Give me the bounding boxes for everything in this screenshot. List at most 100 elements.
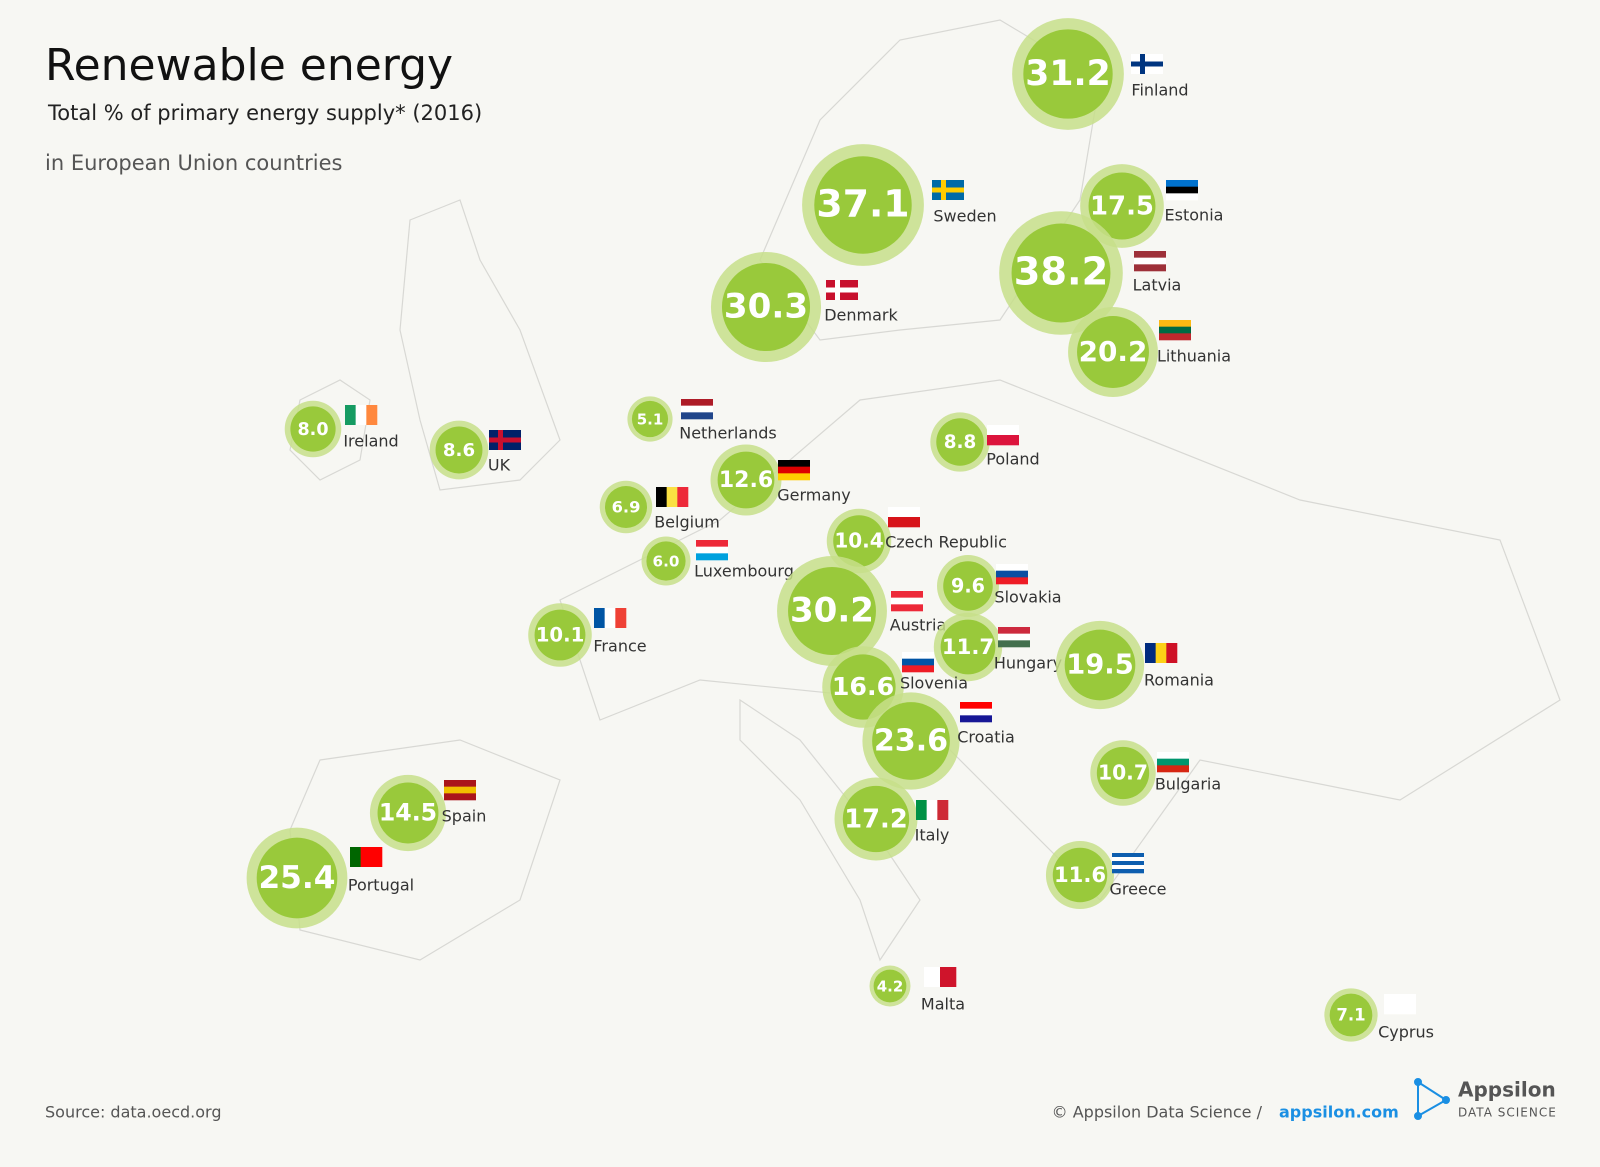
country-name: Belgium [654,513,720,532]
flag [996,564,1028,585]
country-name: Cyprus [1378,1023,1434,1042]
country-name: Poland [986,450,1039,469]
country-name: Germany [777,486,851,505]
flag-stripe [940,967,957,987]
value-label: 5.1 [637,411,664,429]
flag-stripe [888,507,920,518]
country-name: Austria [890,616,947,635]
flag [1134,251,1166,272]
country-name: Spain [442,807,487,826]
flag [345,405,378,425]
logo-icon [1414,1078,1450,1120]
flag [1157,752,1189,773]
bubble [1088,172,1156,240]
coast [759,19,1101,341]
logo-dot [1442,1096,1450,1104]
flag [444,780,476,801]
bubble [721,262,811,352]
value-label: 11.7 [942,634,994,659]
country-name: Malta [921,995,965,1014]
flag [924,967,957,987]
flag-cross [1131,61,1163,67]
flag-stripe [996,564,1028,571]
bubble [1052,847,1108,903]
flag-stripe [1112,869,1144,874]
flag-stripe [666,487,678,507]
bubble [1023,29,1113,119]
flag [594,608,627,628]
note: in European Union countries [45,151,342,175]
flag-stripe [1166,180,1198,187]
source: Source: data.oecd.org [45,1103,221,1122]
value-label: 8.8 [944,432,977,453]
flag-stripe [778,466,810,474]
flag-stripe [1384,994,1416,1005]
bubble [646,541,686,581]
flag-stripe [444,786,476,794]
country-name: Greece [1110,880,1167,899]
flag-stripe [888,517,920,528]
flag [696,540,728,561]
flag [902,652,934,673]
country-name: France [593,637,646,656]
bubble [1096,746,1150,800]
flag-stripe [604,608,616,628]
value-label: 10.4 [834,529,883,553]
bubble [1011,223,1111,323]
flag-stripe [350,847,361,867]
flag-stripe [960,708,992,716]
flag [826,280,858,300]
bubbles: 31.2 Finland 37.1 Sweden 17.5 Estonia 38.2 Latv… [246,18,1434,1042]
flag-stripe [1159,320,1191,327]
bubble [256,837,338,919]
country-name: Lithuania [1157,347,1231,366]
country-name: Luxembourg [694,562,794,581]
flag [888,507,920,528]
flag-stripe [444,780,476,787]
value-label: 19.5 [1066,650,1134,681]
bubble [377,782,439,844]
bubble [1064,629,1136,701]
flag [778,460,810,481]
value-label: 17.5 [1090,192,1154,222]
flag-stripe [1112,857,1144,862]
flag-stripe [987,425,1019,436]
value-label: 12.6 [719,468,773,493]
flag-stripe [1145,643,1156,663]
flag [932,180,964,200]
bubble [290,406,336,452]
logo-name: Appsilon [1458,1078,1556,1102]
value-label: 7.1 [1336,1006,1365,1025]
bubble [631,400,669,438]
flag-stripe [681,412,713,420]
country-name: Romania [1144,671,1214,690]
value-label: 4.2 [877,978,904,996]
flag [1166,180,1198,201]
bubble [830,654,896,720]
country-name: Portugal [348,876,414,895]
flag-stripe [1112,861,1144,866]
flag-stripe [1112,865,1144,870]
country-name: Slovenia [900,674,968,693]
flag-stripe [345,405,356,425]
flag [489,430,521,450]
flag [1131,54,1163,74]
flag-stripe [1134,264,1166,272]
flag-stripe [696,553,728,561]
flag-stripe [360,847,372,867]
logo-dot [1414,1112,1422,1120]
link[interactable]: appsilon.com [1279,1103,1399,1122]
value-label: 11.6 [1054,862,1106,887]
coast [399,199,561,491]
logo-dot [1414,1078,1422,1086]
value-label: 30.2 [790,591,874,631]
flag-stripe [891,591,923,598]
value-label: 16.6 [832,672,894,701]
flag-stripe [778,473,810,481]
flag-stripe [594,608,605,628]
flag-stripe [996,570,1028,578]
value-label: 8.0 [297,420,328,440]
flag-stripe [891,597,923,605]
bubble [788,567,876,655]
bubble [1077,316,1149,388]
